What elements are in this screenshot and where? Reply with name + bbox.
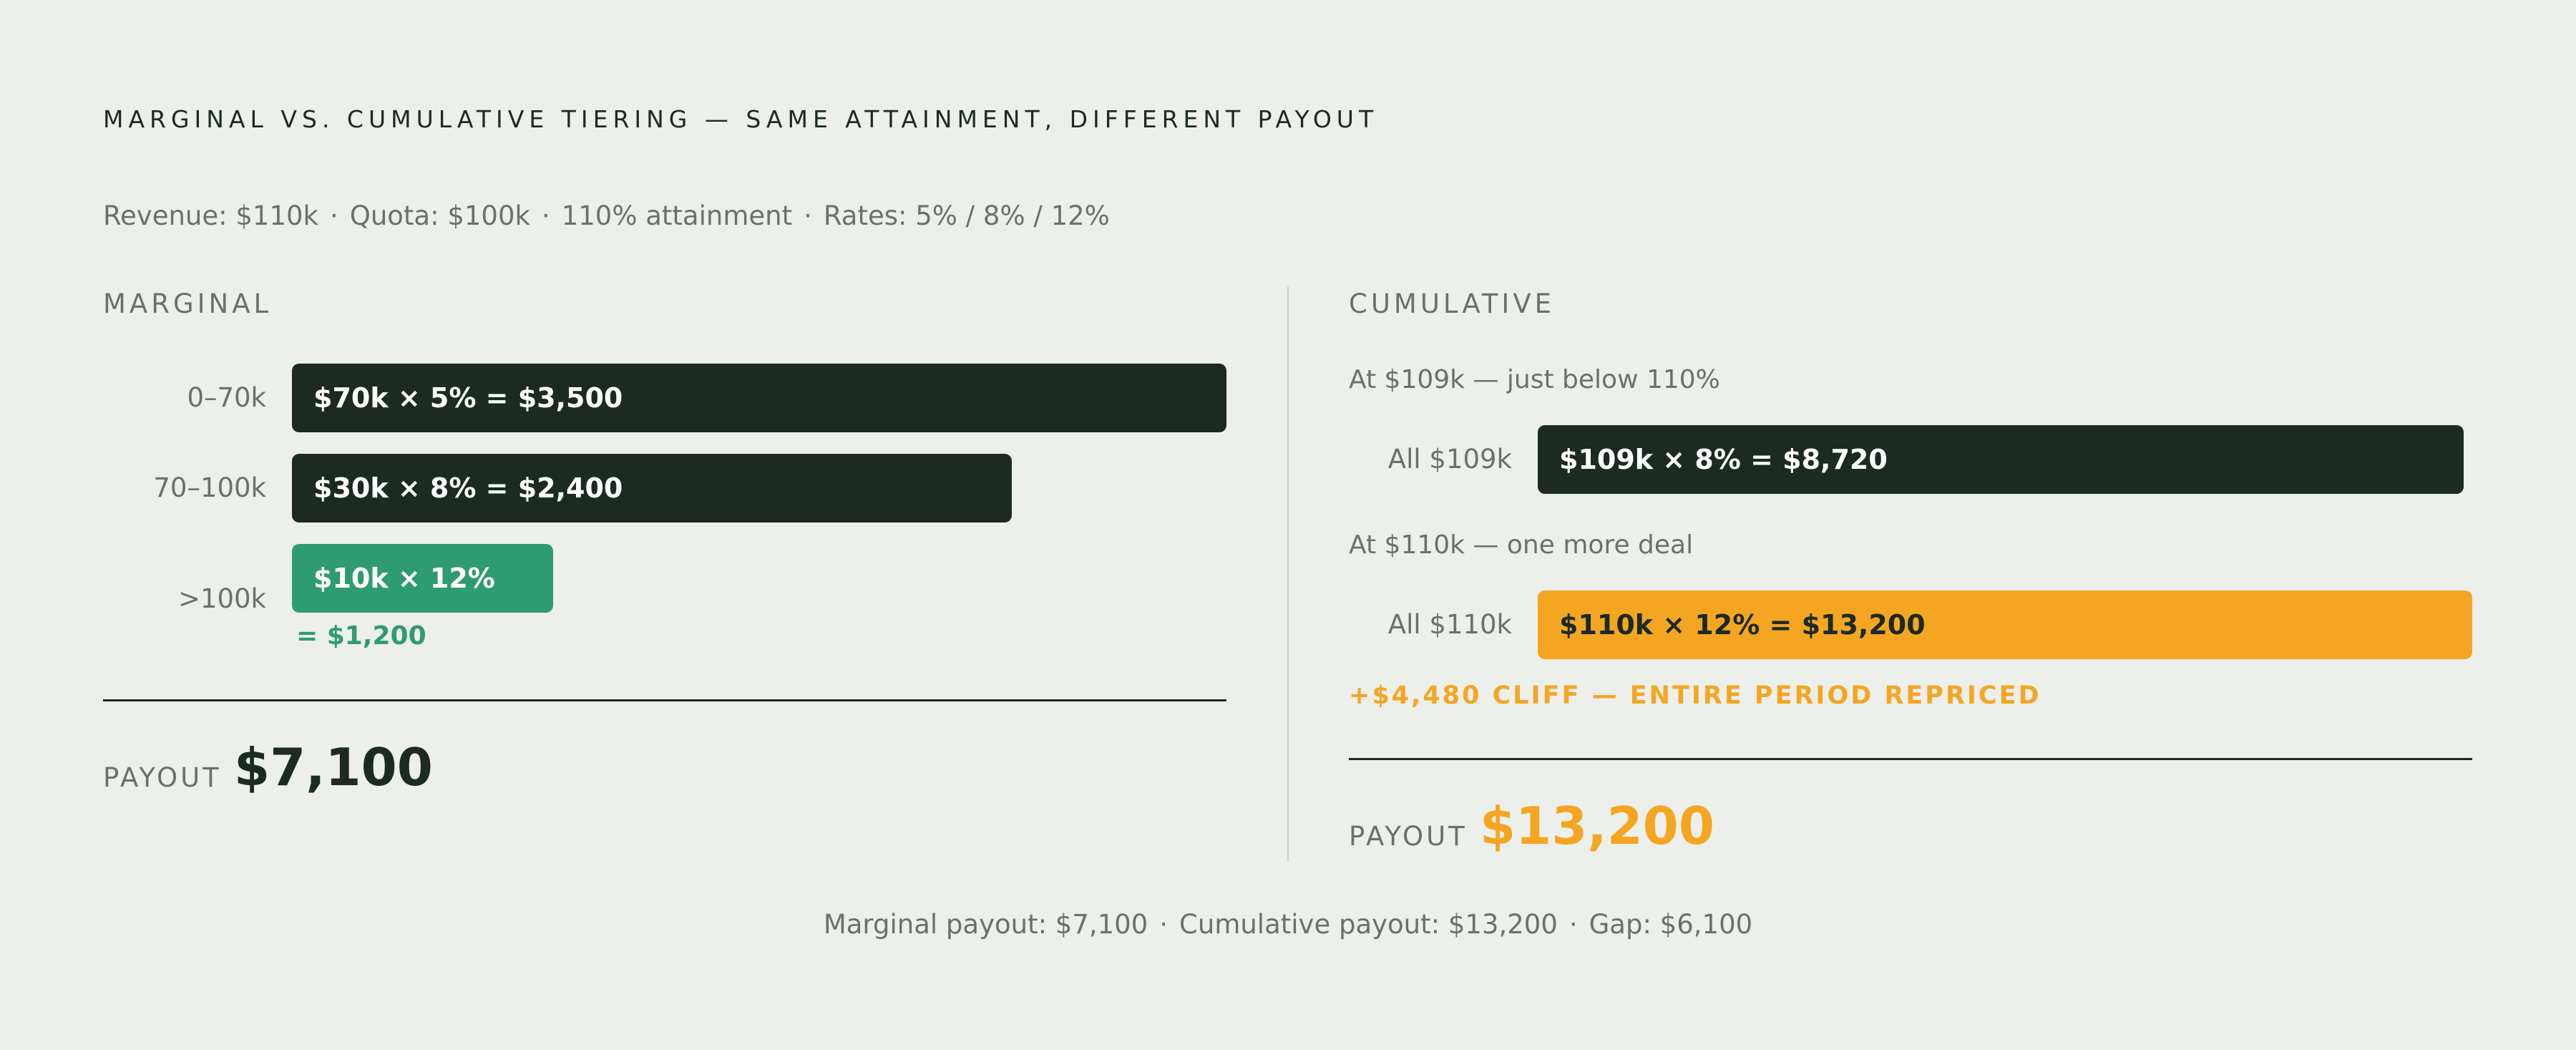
footer-separator: · [1159, 909, 1169, 940]
cliff-note: +$4,480 CLIFF — ENTIRE PERIOD REPRICED [1349, 681, 2041, 710]
subtitle-separator: · [541, 200, 550, 231]
marginal-tier-bar: $70k × 5% = $3,500 [292, 364, 1226, 432]
subtitle-rates: Rates: 5% / 8% / 12% [823, 200, 1110, 231]
subtitle-attainment: 110% attainment [561, 200, 793, 231]
cumulative-scenario-label: All $109k [1387, 444, 1512, 475]
marginal-tier-note: = $1,200 [296, 621, 426, 651]
footer-summary: Marginal payout: $7,100 · Cumulative payou… [0, 909, 2576, 940]
marginal-tier-bar: $10k × 12% [292, 544, 553, 613]
page-title: MARGINAL VS. CUMULATIVE TIERING — SAME A… [103, 105, 1379, 133]
footer-marginal: Marginal payout: $7,100 [823, 909, 1148, 940]
subtitle-separator: · [329, 200, 338, 231]
cumulative-payout-label: PAYOUT [1349, 821, 1468, 852]
footer-gap: Gap: $6,100 [1589, 909, 1753, 940]
cumulative-scenario-bar: $109k × 8% = $8,720 [1538, 425, 2464, 494]
marginal-tier-label: >100k [177, 583, 266, 614]
marginal-tier-label: 70–100k [153, 472, 266, 503]
marginal-payout-label: PAYOUT [103, 762, 222, 793]
cumulative-scenario-bar: $110k × 12% = $13,200 [1538, 590, 2472, 659]
panel-divider [1287, 286, 1289, 862]
cumulative-payout-value: $13,200 [1480, 796, 1714, 856]
cumulative-scenario-caption: At $110k — one more deal [1349, 530, 1694, 560]
marginal-tier-label: 0–70k [187, 382, 266, 413]
marginal-payout-value: $7,100 [234, 737, 433, 797]
subtitle-quota: Quota: $100k [349, 200, 530, 231]
subtitle-revenue: Revenue: $110k [103, 200, 318, 231]
marginal-divider [103, 699, 1226, 701]
subtitle: Revenue: $110k · Quota: $100k · 110% attainm… [103, 200, 1110, 231]
footer-cumulative: Cumulative payout: $13,200 [1179, 909, 1558, 940]
subtitle-separator: · [804, 200, 812, 231]
cumulative-heading: CUMULATIVE [1349, 288, 1556, 319]
marginal-heading: MARGINAL [103, 288, 273, 319]
cumulative-scenario-caption: At $109k — just below 110% [1349, 365, 1720, 394]
cumulative-scenario-label: All $110k [1387, 609, 1512, 640]
marginal-tier-bar: $30k × 8% = $2,400 [292, 454, 1012, 522]
footer-separator: · [1568, 909, 1578, 940]
cumulative-divider [1349, 758, 2472, 760]
